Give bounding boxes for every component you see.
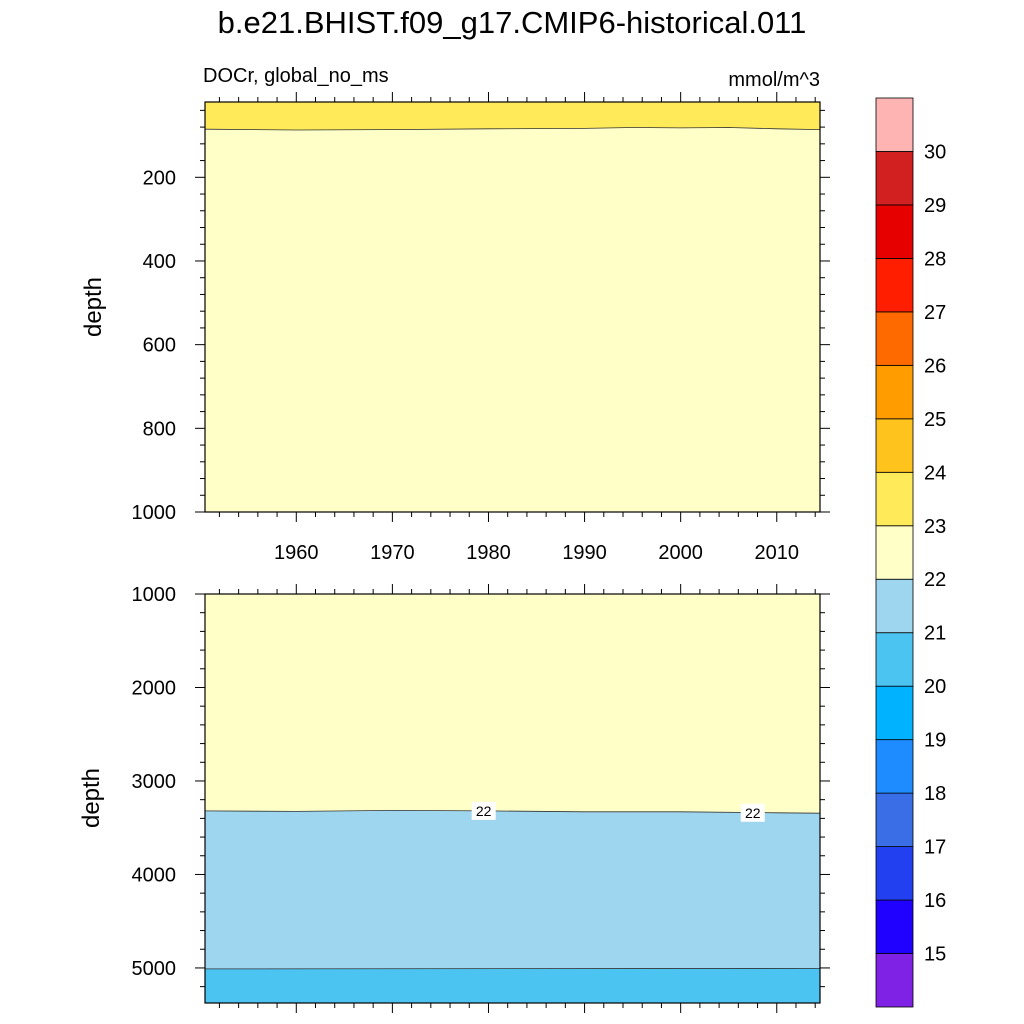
colorbar-label: 23 xyxy=(924,516,946,538)
left-subtitle: DOCr, global_no_ms xyxy=(203,65,389,87)
colorbar-box xyxy=(875,953,914,1008)
colorbar: 15 16 17 18 19 20 21 22 23 24 25 26 27 28 29 30 xyxy=(875,97,946,1008)
y-tick-label: 2000 xyxy=(132,677,177,699)
colorbar-box xyxy=(875,899,914,954)
colorbar-label: 20 xyxy=(924,676,946,698)
chart-title: b.e21.BHIST.f09_g17.CMIP6-historical.011 xyxy=(218,5,807,40)
bottom-panel-contour-labels: 22 22 xyxy=(471,801,765,822)
top-panel-ticks: 200 400 600 800 1000 1960 1970 1980 1990 2000 2010 xyxy=(132,92,830,564)
y-tick-label: 200 xyxy=(143,167,176,189)
top-panel: 200 400 600 800 1000 1960 1970 1980 1990 2000 2010… xyxy=(80,92,830,564)
x-tick-label: 2000 xyxy=(658,542,703,564)
x-tick-label: 1970 xyxy=(370,542,415,564)
colorbar-box xyxy=(875,151,914,206)
colorbar-box xyxy=(875,632,914,687)
contour-label-box xyxy=(471,801,496,820)
colorbar-box xyxy=(875,578,914,634)
colorbar-label: 18 xyxy=(924,783,946,805)
bottom-panel-fills xyxy=(205,594,820,1003)
colorbar-label: 29 xyxy=(924,195,946,217)
colorbar-label: 22 xyxy=(924,569,946,591)
bottom-panel-ticks: 1000 2000 3000 4000 5000 xyxy=(132,584,830,1013)
colorbar-label: 15 xyxy=(924,944,946,966)
band-22-23 xyxy=(205,102,820,512)
colorbar-label: 27 xyxy=(924,302,946,324)
bottom-panel: 1000 2000 3000 4000 5000 22 22 depth xyxy=(78,584,830,1013)
colorbar-box xyxy=(875,258,914,313)
y-tick-label: 400 xyxy=(143,251,176,273)
colorbar-box xyxy=(875,204,914,259)
right-subtitle: mmol/m^3 xyxy=(728,69,820,91)
colorbar-box xyxy=(875,364,914,420)
colorbar-label: 24 xyxy=(924,462,946,484)
band-23-24 xyxy=(205,102,820,130)
colorbar-label: 19 xyxy=(924,730,946,752)
colorbar-label: 30 xyxy=(924,142,946,164)
colorbar-box xyxy=(875,525,914,580)
colorbar-box xyxy=(875,97,914,152)
colorbar-label: 28 xyxy=(924,248,946,270)
top-panel-ylabel: depth xyxy=(80,277,107,337)
colorbar-label: 21 xyxy=(924,623,946,645)
colorbar-box xyxy=(875,471,914,527)
x-tick-label: 1990 xyxy=(562,542,607,564)
colorbar-label: 16 xyxy=(924,890,946,912)
bottom-panel-ylabel: depth xyxy=(78,768,105,828)
y-tick-label: 4000 xyxy=(132,864,177,886)
colorbar-box xyxy=(875,739,914,794)
top-panel-frame xyxy=(204,101,821,513)
contour-label-box xyxy=(740,803,765,822)
top-panel-contours xyxy=(204,127,821,131)
band-21-22 xyxy=(205,810,820,1003)
y-tick-label: 5000 xyxy=(132,958,177,980)
y-tick-label: 800 xyxy=(143,418,176,440)
x-tick-label: 1960 xyxy=(274,542,319,564)
contour-label: 22 xyxy=(745,805,761,821)
bottom-panel-frame xyxy=(204,593,821,1004)
band-20-21 xyxy=(205,968,820,1003)
contour-label: 22 xyxy=(476,803,492,819)
y-tick-label: 600 xyxy=(143,335,176,357)
colorbar-label: 17 xyxy=(924,837,946,859)
y-tick-label: 1000 xyxy=(132,584,177,606)
x-tick-label: 2010 xyxy=(755,542,800,564)
x-tick-label: 1980 xyxy=(466,542,511,564)
colorbar-box xyxy=(875,685,914,741)
colorbar-label: 25 xyxy=(924,409,946,431)
colorbar-box xyxy=(875,311,914,366)
colorbar-box xyxy=(875,792,914,847)
colorbar-box xyxy=(875,418,914,473)
contour-line-23 xyxy=(204,127,821,131)
y-tick-label: 1000 xyxy=(132,502,177,524)
colorbar-box xyxy=(875,846,914,901)
y-tick-label: 3000 xyxy=(132,771,177,793)
colorbar-label: 26 xyxy=(924,355,946,377)
top-panel-fills xyxy=(205,102,820,512)
contour-line-21 xyxy=(204,968,821,970)
